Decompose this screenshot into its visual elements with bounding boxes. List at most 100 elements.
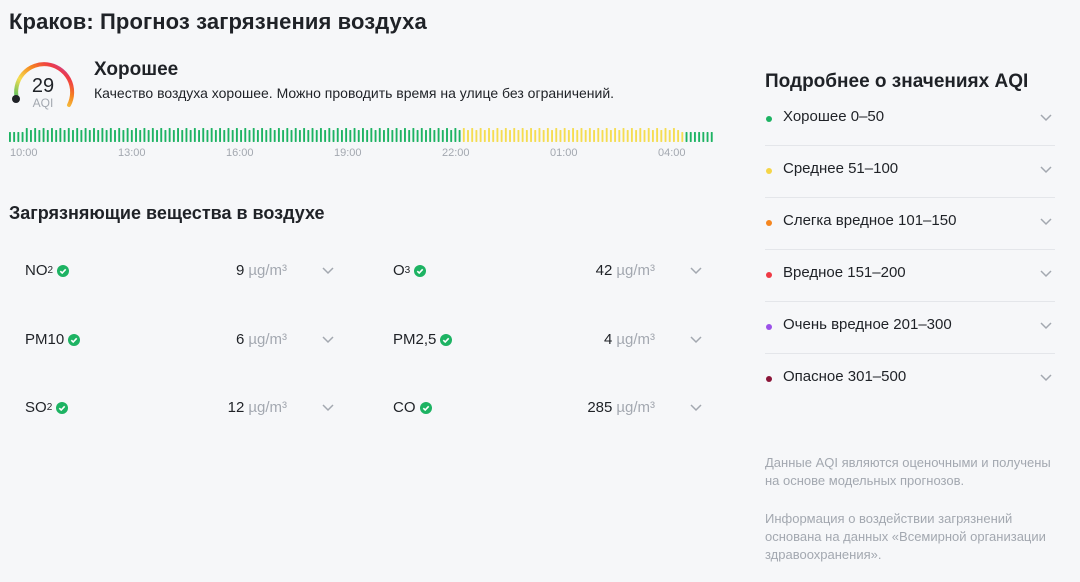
forecast-bar: [269, 128, 272, 142]
forecast-bar: [513, 128, 516, 142]
forecast-bar: [252, 128, 255, 142]
pollutant-pm25[interactable]: PM2,5 4 µg/m³: [393, 328, 703, 352]
pollutant-so2[interactable]: SO 2 12 µg/m³: [25, 396, 335, 420]
forecast-bar: [25, 128, 28, 142]
forecast-bar: [93, 128, 95, 142]
aqi-range-very-unhealthy[interactable]: Очень вредное 201–300: [765, 301, 1055, 354]
forecast-bar: [210, 128, 213, 142]
forecast-bar: [420, 128, 423, 142]
chevron-down-icon[interactable]: [1039, 266, 1053, 280]
forecast-bar: [151, 128, 154, 142]
forecast-bar: [80, 130, 83, 142]
pollutant-pm10[interactable]: PM10 6 µg/m³: [25, 328, 335, 352]
chevron-down-icon[interactable]: [321, 332, 335, 346]
aqi-info-title: Подробнее о значениях AQI: [765, 71, 1029, 92]
forecast-bar: [357, 130, 360, 142]
pollutant-name: NO 2: [25, 262, 70, 279]
forecast-bar: [126, 128, 129, 142]
aqi-range-label: Среднее 51–100: [783, 160, 899, 177]
pollutant-no2[interactable]: NO 2 9 µg/m³: [25, 259, 335, 283]
chevron-down-icon[interactable]: [1039, 162, 1053, 176]
forecast-bar: [496, 128, 499, 142]
pollutant-value: 42 µg/m³: [595, 262, 655, 279]
forecast-bar: [475, 130, 478, 142]
forecast-bar: [538, 128, 541, 142]
forecast-bar: [63, 130, 66, 142]
forecast-bar: [298, 130, 301, 142]
forecast-bar: [328, 128, 331, 142]
forecast-bar: [450, 130, 453, 142]
aqi-range-hazardous[interactable]: Опасное 301–500: [765, 353, 1055, 405]
aqi-gauge: 29 AQI: [9, 59, 77, 115]
forecast-bar: [30, 130, 32, 142]
chevron-down-icon[interactable]: [1039, 214, 1053, 228]
forecast-bar: [114, 130, 116, 142]
aqi-range-unhealthy[interactable]: Вредное 151–200: [765, 249, 1055, 302]
forecast-bar: [143, 128, 146, 142]
forecast-bar: [614, 128, 617, 142]
check-circle-icon: [57, 264, 70, 277]
forecast-bar: [441, 130, 444, 142]
check-circle-icon: [414, 264, 427, 277]
forecast-timeline[interactable]: [9, 126, 715, 144]
chevron-down-icon[interactable]: [1039, 370, 1053, 384]
forecast-bar: [235, 128, 238, 142]
forecast-bar: [605, 128, 608, 142]
forecast-bar: [42, 128, 45, 142]
forecast-bar: [622, 128, 625, 142]
aqi-range-moderate[interactable]: Среднее 51–100: [765, 145, 1055, 198]
time-label: 01:00: [550, 147, 578, 159]
forecast-bar: [21, 132, 24, 142]
forecast-bar: [273, 130, 276, 142]
forecast-bar: [572, 128, 575, 142]
pollutant-value: 285 µg/m³: [587, 399, 655, 416]
aqi-range-label: Слегка вредное 101–150: [783, 212, 957, 229]
forecast-bar: [395, 128, 398, 142]
forecast-bar: [698, 132, 701, 142]
forecast-bar: [168, 128, 171, 142]
chevron-down-icon[interactable]: [689, 263, 703, 277]
forecast-bar: [277, 128, 280, 142]
forecast-bar: [504, 128, 507, 142]
forecast-bar: [265, 130, 268, 142]
forecast-bar: [685, 132, 688, 142]
chevron-down-icon[interactable]: [689, 332, 703, 346]
forecast-bar: [374, 130, 377, 142]
aqi-range-good[interactable]: Хорошее 0–50: [765, 93, 1055, 146]
forecast-bar: [689, 132, 692, 142]
forecast-bar: [97, 130, 100, 142]
forecast-bar: [672, 128, 675, 142]
forecast-time-axis: 10:00 13:00 16:00 19:00 22:00 01:00 04:0…: [0, 147, 730, 163]
level-dot: [766, 116, 772, 122]
forecast-bar: [324, 130, 327, 142]
forecast-bar: [46, 130, 49, 142]
aqi-range-sensitive[interactable]: Слегка вредное 101–150: [765, 197, 1055, 250]
forecast-bar: [160, 128, 163, 142]
chevron-down-icon[interactable]: [321, 400, 335, 414]
forecast-bar: [84, 128, 87, 142]
forecast-bar: [294, 128, 297, 142]
forecast-bar: [651, 130, 654, 142]
forecast-bar: [256, 130, 259, 142]
forecast-bar: [67, 128, 70, 142]
chevron-down-icon[interactable]: [1039, 318, 1053, 332]
chevron-down-icon[interactable]: [689, 400, 703, 414]
chevron-down-icon[interactable]: [321, 263, 335, 277]
forecast-bar: [227, 128, 230, 142]
forecast-bar: [601, 130, 604, 142]
pollutant-co[interactable]: CO 285 µg/m³: [393, 396, 703, 420]
forecast-bar: [593, 130, 596, 142]
chevron-down-icon[interactable]: [1039, 110, 1053, 124]
pollutants-title: Загрязняющие вещества в воздухе: [9, 203, 325, 223]
forecast-bar: [664, 128, 667, 142]
forecast-bar: [462, 128, 465, 142]
forecast-bar: [198, 130, 200, 142]
forecast-bar: [626, 130, 629, 142]
forecast-bar: [223, 130, 226, 142]
forecast-bar: [647, 128, 650, 142]
forecast-bar: [130, 130, 133, 142]
forecast-bar: [404, 128, 406, 142]
aqi-range-label: Очень вредное 201–300: [783, 316, 952, 333]
forecast-bar: [109, 128, 112, 142]
